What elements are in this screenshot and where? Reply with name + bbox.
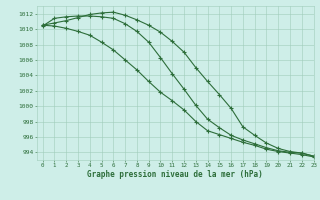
X-axis label: Graphe pression niveau de la mer (hPa): Graphe pression niveau de la mer (hPa)	[87, 170, 263, 179]
